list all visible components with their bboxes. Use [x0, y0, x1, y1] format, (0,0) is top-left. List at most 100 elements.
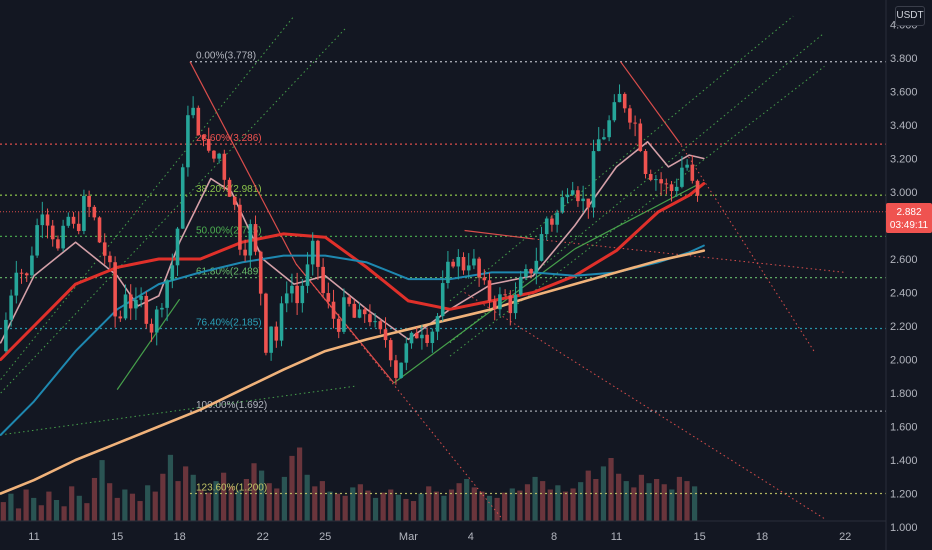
price-tick-label: 3.400: [890, 120, 918, 132]
fib-level-label: 76.40%(2.185): [196, 318, 262, 329]
volume-bar: [365, 490, 371, 521]
volume-bar: [31, 497, 37, 521]
volume-bar: [661, 484, 667, 521]
candle-body: [466, 265, 471, 271]
candle-body: [440, 283, 445, 317]
volume-bar: [532, 476, 538, 521]
candle-body: [534, 260, 539, 274]
volume-bar: [259, 470, 265, 521]
candle-body: [565, 194, 570, 198]
candle-body: [274, 326, 279, 341]
candle-body: [186, 115, 190, 168]
volume-bar: [334, 493, 341, 521]
candle-body: [40, 214, 45, 226]
volume-bar: [479, 491, 485, 521]
candle-body: [414, 332, 419, 339]
candle-body: [227, 179, 232, 197]
price-tick-label: 1.000: [890, 522, 918, 534]
volume-bar: [555, 485, 561, 521]
trend-line: [189, 61, 297, 265]
volume-bar: [221, 472, 227, 521]
volume-bar: [114, 497, 120, 521]
volume-bar: [122, 489, 128, 521]
volume-bar: [502, 492, 508, 521]
time-tick-label: 11: [611, 531, 622, 543]
candle-body: [238, 204, 242, 250]
candle-body: [191, 107, 195, 116]
volume-bar: [228, 486, 234, 521]
candle-body: [524, 268, 528, 277]
candle-body: [477, 258, 481, 278]
volume-bar: [15, 508, 22, 521]
volume-bar: [395, 494, 401, 521]
candle-body: [674, 186, 679, 192]
candle-body: [498, 294, 502, 310]
trend-line: [295, 263, 503, 519]
candle-body: [108, 255, 112, 263]
candle-body: [24, 273, 29, 276]
volume-bar: [84, 503, 90, 521]
volume-bar: [99, 460, 105, 521]
price-tick-label: 1.600: [890, 422, 918, 434]
candle-body: [544, 218, 549, 235]
candle-body: [149, 323, 154, 333]
candle-body: [513, 294, 518, 314]
volume-bar: [8, 493, 14, 521]
candle-body: [66, 216, 71, 226]
candle-body: [654, 179, 658, 181]
candle-body: [30, 255, 34, 276]
fib-level-label: 123.60%(1.200): [196, 483, 267, 494]
volume-bar: [464, 479, 470, 521]
trend-line: [449, 32, 825, 344]
volume-bar: [578, 482, 584, 521]
time-tick-label: Mar: [399, 531, 418, 543]
volume-bar: [175, 481, 181, 521]
candle-body: [92, 206, 97, 218]
moving-average-ma_long: [0, 249, 706, 495]
price-tick-label: 1.800: [890, 388, 918, 400]
volume-bar: [145, 485, 151, 521]
price-tick-label: 2.000: [890, 355, 918, 367]
candle-body: [357, 309, 362, 318]
candle-body: [529, 268, 533, 274]
volume-bar: [684, 481, 690, 521]
candle-body: [321, 266, 325, 294]
volume-bar: [623, 481, 629, 521]
time-tick-label: 15: [111, 531, 123, 543]
volume-bar: [38, 505, 44, 521]
candle-body: [248, 224, 253, 256]
candle-body: [456, 257, 461, 267]
volume-bar: [107, 483, 113, 521]
candle-body: [331, 301, 336, 319]
candle-body: [586, 198, 591, 208]
volume-bar: [160, 473, 166, 521]
volume-bar: [342, 495, 348, 521]
volume-bar: [190, 474, 196, 521]
candle-body: [201, 135, 206, 139]
price-tick-label: 2.200: [890, 321, 918, 333]
candle-body: [9, 295, 13, 320]
time-tick-label: 18: [756, 531, 768, 543]
candle-body: [492, 300, 497, 310]
candles: [4, 84, 700, 385]
volume-bar: [236, 490, 242, 521]
candle-body: [310, 240, 315, 265]
candle-body: [451, 261, 455, 267]
candle-body: [362, 309, 367, 315]
volume-bar: [593, 479, 599, 521]
price-tick-label: 3.200: [890, 154, 918, 166]
volume-bar: [357, 484, 363, 521]
candle-body: [368, 314, 372, 323]
candle-body: [206, 138, 211, 151]
volume-bar: [692, 486, 698, 521]
trend-line: [533, 238, 846, 273]
currency-unit-label[interactable]: USDT: [895, 6, 925, 26]
candle-body: [617, 93, 622, 103]
candle-body: [409, 332, 414, 344]
candle-body: [4, 319, 8, 352]
trend-lines: [0, 15, 846, 520]
time-axis[interactable]: 11 15 18 22 25 Mar 4 8 11 15 18 22: [28, 531, 851, 543]
candle-body: [295, 285, 299, 304]
candle-body: [472, 258, 476, 266]
